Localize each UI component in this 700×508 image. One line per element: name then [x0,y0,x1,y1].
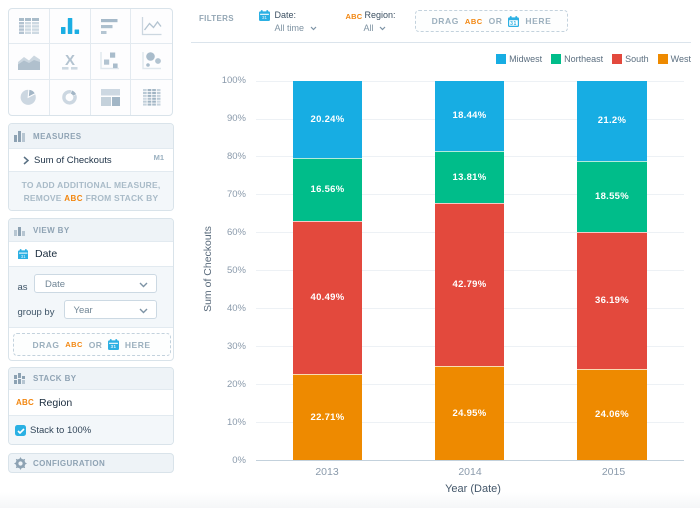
svg-text:31: 31 [511,20,518,26]
svg-text:31: 31 [20,254,25,259]
svg-text:31: 31 [262,15,267,20]
svg-text:X: X [65,52,75,69]
svg-text:31: 31 [111,344,117,349]
